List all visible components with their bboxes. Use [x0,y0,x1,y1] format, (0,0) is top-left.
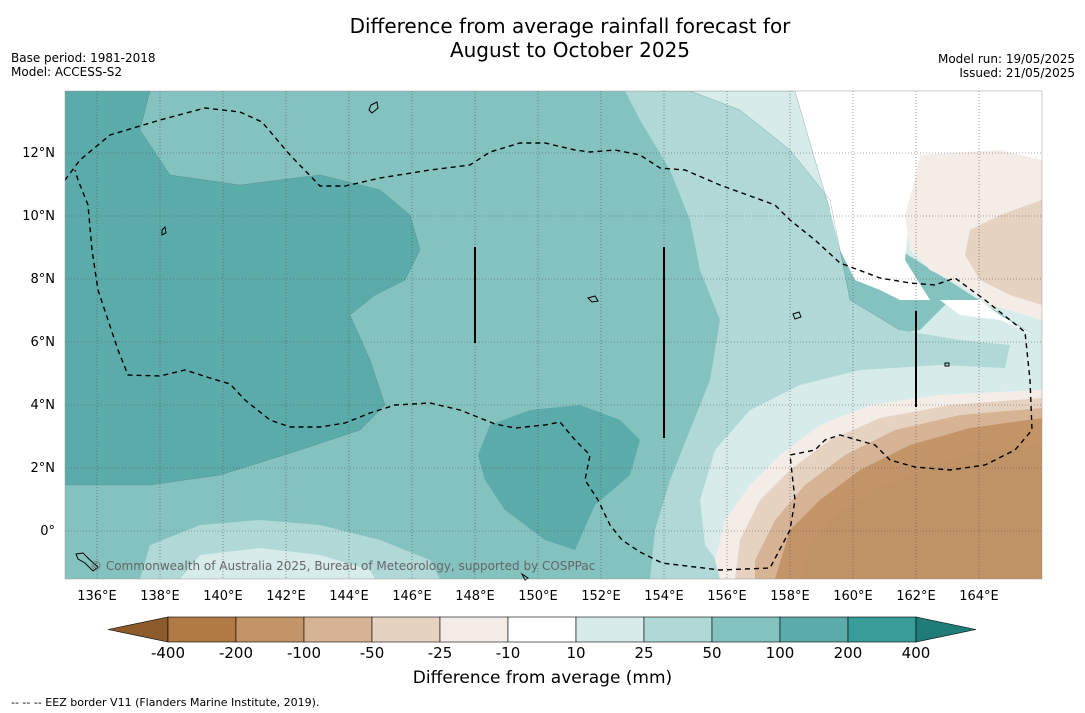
colorbar-tick-label: 10 [566,644,585,662]
lon-axis-labels: 136°E 138°E 140°E 142°E 144°E 146°E 148°E 150°E… [77,589,999,604]
lon-tick-label: 150°E [518,589,558,604]
issued-label: Issued: 21/05/2025 [959,66,1075,80]
lat-tick-label: 10°N [22,209,55,224]
lon-tick-label: 162°E [896,589,936,604]
zone-markers [474,247,917,438]
colorbar-tick-label: 100 [766,644,795,662]
lat-tick-label: 6°N [31,335,56,350]
colorbar-swatch [711,616,781,643]
colorbar-tick-label: -10 [496,644,521,662]
lon-tick-label: 144°E [329,589,369,604]
island-yap [161,225,167,236]
colorbar-swatch [575,616,645,643]
meta-right: Model run: 19/05/2025 Issued: 21/05/2025 [938,52,1075,80]
lon-tick-label: 164°E [959,589,999,604]
colorbar-tick-label: -25 [428,644,453,662]
eez-border [65,107,1033,571]
lon-tick-label: 146°E [392,589,432,604]
model-label: Model: ACCESS-S2 [11,65,123,79]
colorbar-tick-label: 25 [634,644,653,662]
contour-lines [65,91,901,486]
colorbar-swatch [779,616,849,643]
model-run-label: Model run: 19/05/2025 [937,52,1075,66]
island-pohnpei [792,311,802,320]
map-title: Difference from average rainfall forecas… [270,14,870,62]
colorbar-swatch [643,616,713,643]
copyright-label: © Commonwealth of Australia 2025, Bureau… [90,559,595,573]
colorbar: -400 -200 -100 -50 -25 -10 10 25 50 100 200 400 [107,616,977,662]
colorbar-swatch [847,616,917,643]
colorbar-tick-label: -200 [219,644,253,662]
contour-dry-400-200 [800,445,1042,579]
island-png [75,552,99,572]
colorbar-tick-label: -100 [287,644,321,662]
island-kosrae [944,362,950,367]
lat-tick-label: 8°N [31,272,56,287]
contour-100-200-central [478,405,640,550]
lon-tick-label: 158°E [770,589,810,604]
colorbar-swatch [303,616,373,643]
lon-tick-label: 152°E [581,589,621,604]
colorbar-extend-low [107,616,169,643]
plot-frame [64,90,1043,580]
colorbar-extend-high [915,616,977,643]
colorbar-title: Difference from average (mm) [412,668,673,688]
colorbar-swatch [439,616,509,643]
contour-100-200-west [65,91,420,485]
colorbar-tick-label: -50 [360,644,385,662]
colorbar-swatch [167,616,237,643]
lat-tick-label: 2°N [31,461,56,476]
lat-tick-label: 12°N [22,146,55,161]
filled-contours [65,91,1042,579]
colorbar-tick-label: 400 [902,644,931,662]
colorbar-tick-label: -400 [151,644,185,662]
island-chuuk [587,295,599,303]
eez-footnote: -- -- -- EEZ border V11 (Flanders Marine… [11,696,320,709]
lon-tick-label: 156°E [707,589,747,604]
lat-tick-label: 0° [40,524,55,539]
colorbar-tick-label: 50 [702,644,721,662]
contour-25-50 [625,91,1010,579]
title-line-1: Difference from average rainfall forecas… [349,14,791,38]
base-period-label: Base period: 1981-2018 [11,51,156,65]
lat-tick-label: 4°N [31,398,56,413]
lon-tick-label: 138°E [140,589,180,604]
colorbar-tick-label: 200 [834,644,863,662]
lon-tick-label: 154°E [644,589,684,604]
contour-10-25-southwest [180,548,375,579]
meta-left: Base period: 1981-2018 Model: ACCESS-S2 [11,51,156,79]
colorbar-swatch [507,616,577,643]
lon-tick-label: 148°E [455,589,495,604]
lon-tick-label: 142°E [266,589,306,604]
lon-tick-label: 136°E [77,589,117,604]
island-north [368,101,379,114]
lon-tick-label: 160°E [833,589,873,604]
colorbar-swatch [371,616,441,643]
lon-tick-label: 140°E [203,589,243,604]
title-line-2: August to October 2025 [449,38,691,62]
lat-axis-labels: 12°N 10°N 8°N 6°N 4°N 2°N 0° [22,146,55,539]
colorbar-swatch [235,616,305,643]
